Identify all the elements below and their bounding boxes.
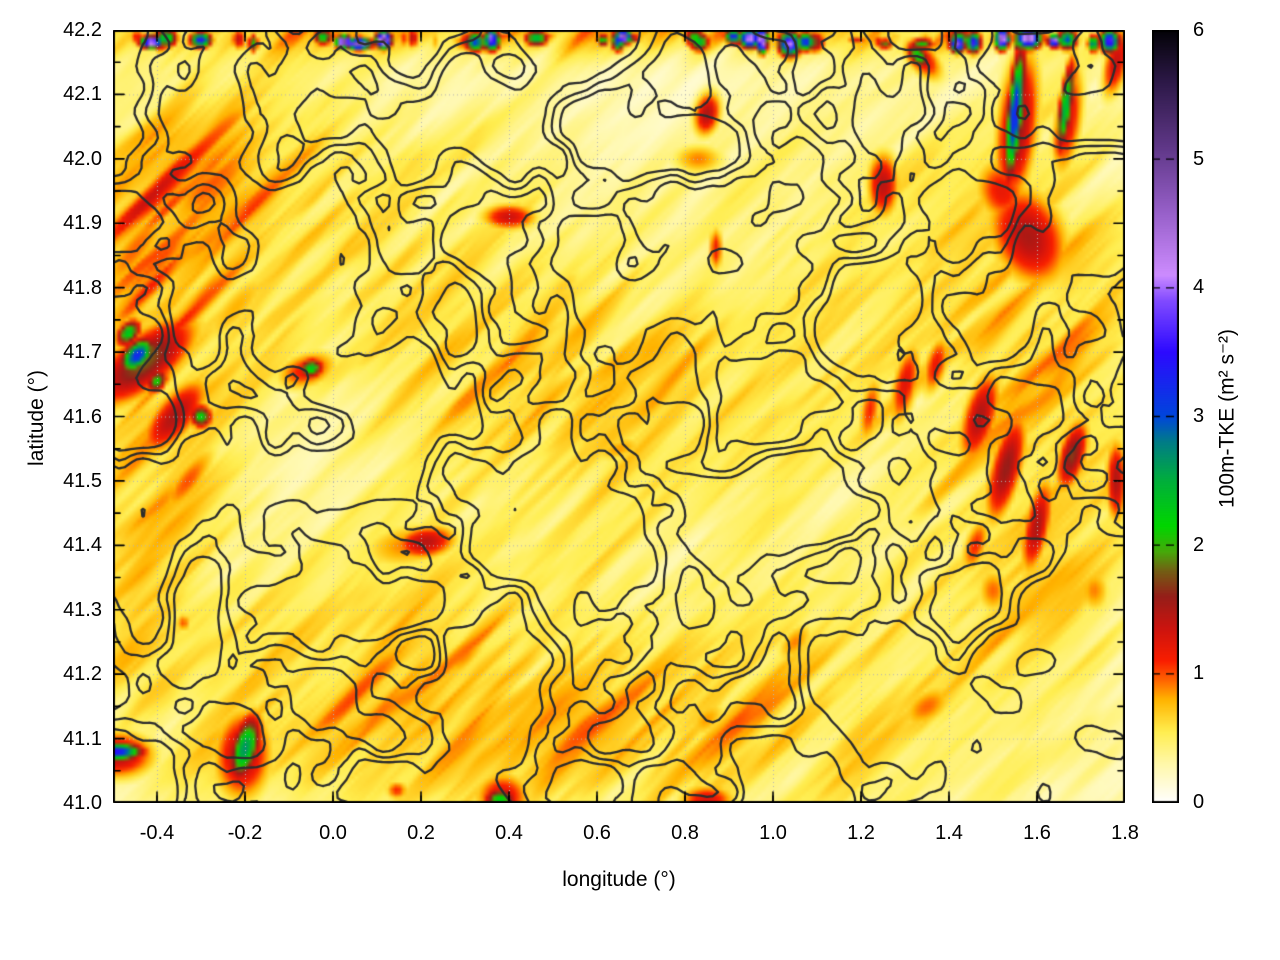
y-tick-label: 42.0 (63, 147, 102, 170)
x-tick-label: 0.8 (671, 822, 699, 844)
x-tick-label: 1.8 (1111, 822, 1139, 844)
y-tick-label: 41.7 (63, 341, 102, 364)
x-tick-label: 1.2 (847, 822, 875, 844)
x-tick-label: 1.6 (1023, 822, 1051, 844)
y-axis-label: latitude (°) (25, 370, 48, 466)
x-tick-label: 0.4 (495, 822, 523, 844)
x-tick-label: -0.4 (139, 822, 175, 844)
x-tick-label: 1.0 (759, 822, 787, 844)
y-tick-label: 41.5 (63, 469, 102, 492)
y-tick-label: 41.9 (63, 212, 102, 235)
y-tick-label: 41.4 (63, 534, 102, 557)
colorbar-tick-label: 4 (1193, 276, 1205, 299)
colorbar-label: 100m-TKE (m² s⁻²) (1215, 328, 1239, 509)
y-tick-label: 41.0 (63, 792, 102, 814)
x-tick-label: 0.2 (407, 822, 435, 844)
y-tick-label: 41.1 (63, 727, 102, 750)
y-tick-label: 41.3 (63, 598, 102, 621)
colorbar (1152, 30, 1179, 803)
y-tick-label: 41.6 (63, 405, 102, 428)
x-tick-label: -0.2 (227, 822, 263, 844)
y-tick-label: 41.8 (63, 276, 102, 299)
colorbar-tick-label: 1 (1193, 662, 1205, 685)
colorbar-tick-label: 2 (1193, 533, 1205, 556)
x-tick-label: 1.4 (935, 822, 963, 844)
heatmap-canvas (113, 30, 1125, 803)
y-tick-label: 42.2 (63, 19, 102, 41)
colorbar-tick-label: 0 (1193, 791, 1205, 813)
x-tick-label: 0.0 (319, 822, 347, 844)
colorbar-tick-label: 5 (1193, 147, 1205, 170)
y-tick-label: 42.1 (63, 83, 102, 106)
colorbar-tick-label: 6 (1193, 19, 1205, 41)
y-tick-label: 41.2 (63, 663, 102, 686)
x-axis-label: longitude (°) (562, 868, 676, 891)
colorbar-tick-label: 3 (1193, 405, 1205, 427)
x-tick-label: 0.6 (583, 822, 611, 844)
